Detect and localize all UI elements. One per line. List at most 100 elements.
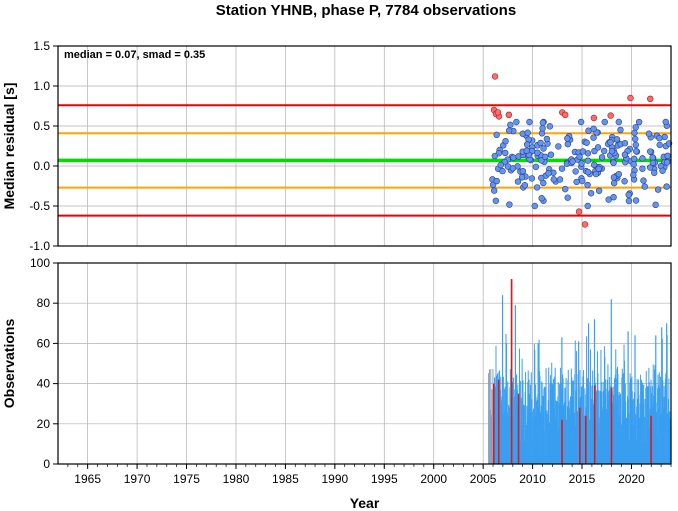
residual-point [507,121,514,128]
residual-point [639,155,646,162]
chart-title: Station YHNB, phase P, 7784 observations [216,2,516,19]
residual-point [645,130,653,137]
residual-point [576,153,583,160]
outlier-point [590,114,598,122]
y-tick-label: 0 [43,457,50,471]
y-tick-label: 1.5 [33,39,50,53]
residual-point [595,165,602,173]
residual-point [633,148,640,155]
residual-point [491,152,499,160]
residual-point [564,140,572,148]
residual-point [635,118,643,126]
observation-bar [495,345,497,464]
residual-point [625,197,633,205]
residual-point [649,159,657,167]
observation-bar [545,368,547,464]
y-tick-label: 40 [37,377,51,391]
y-tick-label: 1.0 [33,79,50,93]
outlier-bar [561,419,563,464]
observation-bar-peak [501,295,504,464]
observation-bar [519,380,521,464]
x-tick-label: 1995 [371,472,398,486]
residual-point [578,160,585,167]
x-tick-label: 2005 [470,472,497,486]
residual-point [663,183,670,190]
residual-frame [57,45,672,247]
residual-point [526,118,533,126]
residual-point [583,139,590,146]
residual-point [631,135,639,143]
residual-point [640,177,647,184]
observation-bar-peak [627,331,629,464]
residual-point [537,139,544,147]
observation-bar [556,401,558,464]
outlier-bar [510,279,513,464]
x-tick-label: 2010 [519,472,546,486]
residual-point [610,179,618,187]
observation-bar [572,380,574,464]
outlier-bar [579,407,581,464]
residual-point [646,148,654,155]
residual-point [569,158,576,165]
residual-point [532,163,540,171]
x-tick-label: 1965 [74,472,101,486]
observation-bar-peak [496,373,499,464]
residual-point [632,124,639,131]
residual-point [531,202,538,210]
observation-bar [574,340,576,464]
residual-point [595,187,603,194]
residual-point [584,202,591,210]
residual-point [621,178,628,185]
residual-point [584,157,592,164]
y-tick-label: -0.5 [29,199,50,213]
residual-point [502,149,509,157]
x-tick-label: 1975 [173,472,200,486]
observation-bar [592,404,594,464]
x-tick-label: 1990 [321,472,348,486]
residual-point [617,126,624,134]
observation-bar [562,378,564,464]
residual-point [630,155,638,163]
residual-point [584,181,591,189]
residual-point [590,134,597,141]
residual-point [590,161,598,169]
observation-bar [557,382,559,464]
observation-bar-peak [514,305,516,464]
residual-point [631,129,638,137]
residual-point [607,139,614,146]
residual-point [513,118,520,126]
outlier-point [581,221,589,228]
residual-point [651,169,658,177]
observation-bar-peak [537,343,539,464]
residual-point [646,164,654,171]
residual-point [545,170,552,177]
residual-point [538,195,545,202]
residual-point [572,168,579,175]
residual-point [556,176,564,183]
outlier-point [627,94,634,102]
outlier-point [607,112,614,119]
residual-point [519,167,527,175]
residual-point [649,154,656,161]
residual-point [564,135,571,142]
outlier-bar [497,379,500,464]
residual-point [661,133,668,141]
y-tick-label: -1.0 [29,239,50,253]
residual-point [610,174,618,181]
x-tick-label: 1985 [272,472,299,486]
residual-point [510,154,517,161]
residual-point [592,170,600,178]
residual-point [659,167,666,174]
observation-bar-peak [666,323,668,464]
x-tick-label: 2000 [420,472,447,486]
residual-point [598,154,606,161]
residual-point [564,194,571,201]
residual-point [577,118,585,126]
outlier-bar [650,415,652,464]
year-x-ticks: 1965 1970 1975 1980 1985 1990 1995 2000 2005 2010… [67,464,672,486]
residual-point [505,127,513,134]
observation-bar [523,406,525,464]
residual-point [492,197,500,204]
residual-point [493,131,500,139]
